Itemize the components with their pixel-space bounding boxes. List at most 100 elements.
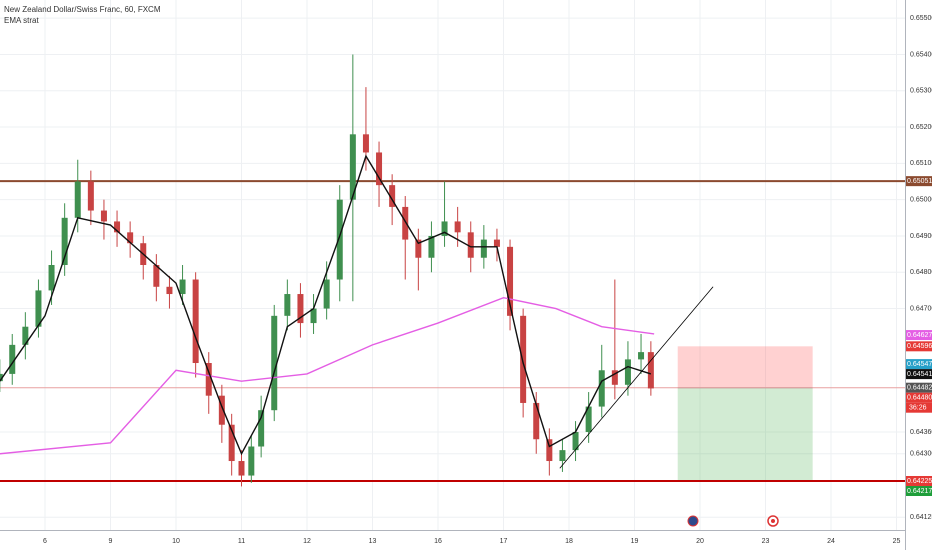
candle-body: [572, 431, 579, 451]
candle-body: [238, 461, 245, 476]
candle-body: [284, 294, 291, 316]
candle-body: [336, 199, 343, 280]
x-tick-label: 18: [565, 538, 573, 545]
price-label: 0.64217: [907, 488, 932, 495]
price-label-bg: [906, 382, 932, 393]
candle-body: [647, 352, 654, 389]
candle-body: [546, 439, 553, 462]
stop-zone: [677, 346, 813, 388]
price-label-bg: [906, 369, 932, 380]
candle-body: [638, 352, 645, 360]
candle-body: [258, 410, 265, 447]
x-tick-label: 23: [762, 538, 770, 545]
x-tick-label: 9: [109, 538, 113, 545]
candle-body: [402, 206, 409, 240]
chart-title: New Zealand Dollar/Swiss Franc, 60, FXCM: [4, 5, 161, 14]
candle-body: [520, 315, 527, 403]
candle-body: [507, 246, 514, 316]
candle-body: [114, 221, 121, 233]
candle-body: [153, 265, 160, 287]
candle-body: [0, 373, 3, 382]
price-label: 0.65051: [907, 178, 932, 185]
price-label: 0.64547: [907, 361, 932, 368]
candle-body: [271, 315, 278, 411]
candle-body: [61, 217, 68, 265]
countdown-bg: [906, 402, 932, 413]
candle-body: [611, 370, 618, 385]
x-tick-label: 16: [434, 538, 442, 545]
candle-body: [441, 221, 448, 236]
candle-body: [248, 446, 255, 476]
candle-body: [415, 239, 422, 258]
plot: [0, 0, 905, 530]
price-label-bg: [906, 475, 932, 486]
candle-body: [624, 359, 631, 385]
event-icon-dot: [771, 519, 775, 523]
x-tick-label: 13: [369, 538, 377, 545]
indicator-label: EMA strat: [4, 16, 39, 25]
candle-body: [74, 181, 81, 218]
candle-body: [87, 181, 94, 211]
candle-body: [127, 232, 134, 244]
candle-body: [428, 235, 435, 258]
x-tick-label: 24: [827, 538, 835, 545]
x-tick-label: 25: [893, 538, 901, 545]
price-label: 0.64541: [907, 371, 932, 378]
price-label-bg: [906, 485, 932, 496]
x-tick-label: 17: [500, 538, 508, 545]
x-tick-label: 12: [303, 538, 311, 545]
candle-body: [179, 279, 186, 295]
trend-line: [559, 286, 714, 469]
candle-body: [297, 294, 304, 324]
x-tick-label: 6: [43, 538, 47, 545]
candle-body: [310, 308, 317, 324]
candle-body: [166, 286, 173, 295]
candle-body: [228, 424, 235, 462]
candle-body: [349, 134, 356, 200]
price-label-bg: [906, 330, 932, 341]
candle-body: [389, 185, 396, 207]
price-label-bg: [906, 341, 932, 352]
price-label: 0.64480: [907, 395, 932, 402]
candle-body: [467, 232, 474, 258]
x-tick-label: 10: [172, 538, 180, 545]
countdown: 36:26: [909, 405, 927, 412]
candle-body: [362, 134, 369, 153]
event-icon[interactable]: [687, 515, 699, 527]
price-label: 0.64596: [907, 343, 932, 350]
x-tick-label: 11: [238, 538, 245, 545]
candle-body: [559, 450, 566, 462]
candle-body: [9, 344, 16, 374]
candle-body: [376, 152, 383, 186]
ema-line: [0, 296, 655, 455]
price-label-bg: [906, 359, 932, 370]
candle-body: [323, 279, 330, 309]
candle-body: [192, 279, 199, 364]
ema-line: [0, 154, 652, 456]
price-label-bg: [906, 176, 932, 187]
candle-body: [493, 239, 500, 247]
target-zone: [677, 387, 813, 481]
candle-body: [35, 290, 42, 327]
candle-body: [205, 363, 212, 396]
candle-body: [480, 239, 487, 258]
x-tick-label: 20: [696, 538, 704, 545]
price-label: 0.64627: [907, 332, 932, 339]
candle-body: [100, 210, 107, 222]
candle-body: [218, 395, 225, 425]
candle-body: [585, 406, 592, 432]
candle-body: [22, 326, 29, 345]
price-label: 0.64482: [907, 385, 932, 392]
